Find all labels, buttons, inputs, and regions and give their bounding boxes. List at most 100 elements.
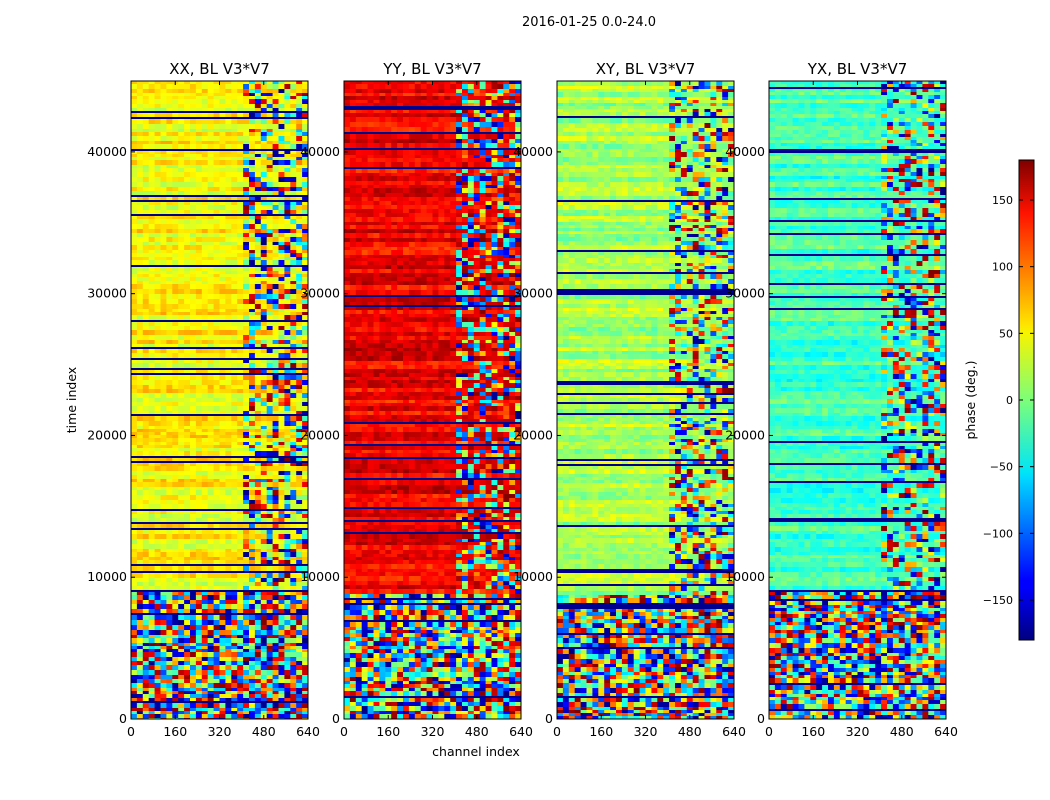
phase-cell xyxy=(237,216,244,219)
phase-cell xyxy=(166,119,173,124)
phase-cell xyxy=(154,475,161,479)
phase-cell xyxy=(219,688,226,691)
phase-cell xyxy=(201,504,209,509)
phase-cell xyxy=(278,344,285,347)
phase-cell xyxy=(503,110,510,113)
phase-cell xyxy=(131,661,138,665)
phase-cell xyxy=(178,442,185,445)
phase-cell xyxy=(201,375,209,380)
phase-cell xyxy=(254,154,262,157)
phase-cell xyxy=(225,375,232,380)
phase-cell xyxy=(136,154,144,157)
phase-cell xyxy=(160,504,167,509)
phase-cell xyxy=(160,620,167,625)
phase-cell xyxy=(178,638,185,643)
phase-cell xyxy=(178,560,185,564)
phase-cell xyxy=(284,635,291,638)
phase-cell xyxy=(266,315,274,320)
phase-cell xyxy=(266,151,274,154)
phase-cell xyxy=(213,411,220,414)
phase-cell xyxy=(213,335,220,340)
phase-cell xyxy=(201,144,209,149)
phase-cell xyxy=(190,495,197,500)
phase-cell xyxy=(172,389,179,393)
phase-cell xyxy=(231,151,238,154)
phase-cell xyxy=(243,625,250,630)
phase-cell xyxy=(225,463,232,466)
phase-cell xyxy=(213,514,220,518)
phase-cell xyxy=(467,155,475,158)
phase-cell xyxy=(184,160,191,165)
phase-cell xyxy=(219,216,226,219)
phase-cell xyxy=(302,670,308,675)
phase-cell xyxy=(272,197,279,200)
phase-cell xyxy=(231,274,238,277)
phase-cell xyxy=(296,260,303,265)
phase-cell xyxy=(131,363,138,368)
phase-cell xyxy=(302,274,308,277)
phase-cell xyxy=(391,84,398,89)
phase-cell xyxy=(225,129,232,132)
phase-cell xyxy=(302,615,308,620)
phase-cell xyxy=(136,466,144,471)
phase-cell xyxy=(166,500,173,504)
phase-cell xyxy=(166,530,173,534)
phase-cell xyxy=(479,127,487,132)
phase-cell xyxy=(142,490,150,495)
phase-cell xyxy=(373,84,380,89)
phase-cell xyxy=(266,104,274,108)
phase-cell xyxy=(219,708,226,711)
phase-cell xyxy=(296,466,303,471)
phase-cell xyxy=(344,127,351,132)
phase-cell xyxy=(254,495,262,500)
phase-cell xyxy=(260,312,268,315)
phase-cell xyxy=(361,143,369,148)
phase-cell xyxy=(266,604,274,609)
phase-cell xyxy=(142,151,150,154)
phase-cell xyxy=(166,463,173,466)
phase-cell xyxy=(284,490,291,495)
phase-cell xyxy=(207,490,215,495)
phase-cell xyxy=(201,289,209,294)
phase-cell xyxy=(225,549,232,552)
phase-cell xyxy=(249,445,256,448)
phase-cell xyxy=(302,406,308,411)
phase-cell xyxy=(243,638,250,643)
phase-cell xyxy=(184,630,191,635)
phase-cell xyxy=(207,242,215,245)
phase-cell xyxy=(290,463,297,466)
phase-cell xyxy=(456,122,463,127)
phase-cell xyxy=(195,511,203,514)
phase-cell xyxy=(462,134,469,139)
phase-cell xyxy=(166,549,173,552)
phase-cell xyxy=(154,560,161,564)
phase-cell xyxy=(148,281,156,284)
phase-cell xyxy=(260,539,268,544)
phase-cell xyxy=(225,326,232,330)
phase-cell xyxy=(266,363,274,368)
phase-cell xyxy=(260,500,268,504)
phase-cell xyxy=(243,679,250,683)
phase-cell xyxy=(243,445,250,448)
phase-cell xyxy=(272,124,279,129)
phase-cell xyxy=(184,363,191,368)
phase-cell xyxy=(172,124,179,129)
phase-cell xyxy=(166,638,173,643)
phase-cell xyxy=(154,411,161,414)
phase-cell xyxy=(254,615,262,620)
phase-cell xyxy=(142,229,150,233)
phase-cell xyxy=(190,309,197,312)
phase-cell xyxy=(136,448,144,451)
phase-cell xyxy=(509,110,516,113)
phase-cell xyxy=(219,129,226,132)
phase-cell xyxy=(219,89,226,93)
phase-cell xyxy=(302,582,308,586)
phase-cell xyxy=(361,110,369,113)
phase-cell xyxy=(296,141,303,144)
phase-cell xyxy=(178,233,185,237)
phase-cell xyxy=(131,104,138,108)
phase-cell xyxy=(349,81,357,84)
phase-cell xyxy=(207,340,215,344)
phase-cell xyxy=(515,100,521,103)
phase-cell xyxy=(184,154,191,157)
